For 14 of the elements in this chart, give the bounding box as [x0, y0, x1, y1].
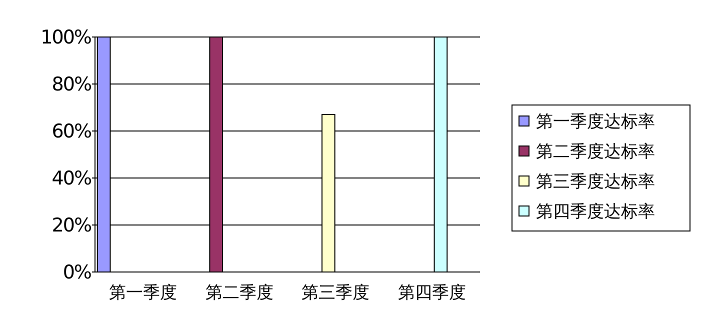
x-tick-label: 第二季度 [205, 283, 274, 303]
legend-label: 第四季度达标率 [536, 202, 655, 222]
x-tick-label: 第四季度 [398, 283, 466, 303]
y-tick-label: 100% [40, 26, 91, 49]
x-tick-label: 第一季度 [109, 283, 178, 303]
y-tick-label: 60% [52, 120, 91, 143]
x-tick-label: 第三季度 [302, 283, 370, 303]
legend-label: 第一季度达标率 [536, 112, 655, 132]
y-tick-label: 80% [52, 74, 91, 96]
y-tick-label: 0% [62, 262, 91, 284]
y-tick-label: 20% [52, 214, 91, 237]
y-tick-label: 40% [52, 168, 91, 190]
legend-label: 第二季度达标率 [536, 142, 655, 162]
legend-label: 第三季度达标率 [536, 172, 655, 192]
